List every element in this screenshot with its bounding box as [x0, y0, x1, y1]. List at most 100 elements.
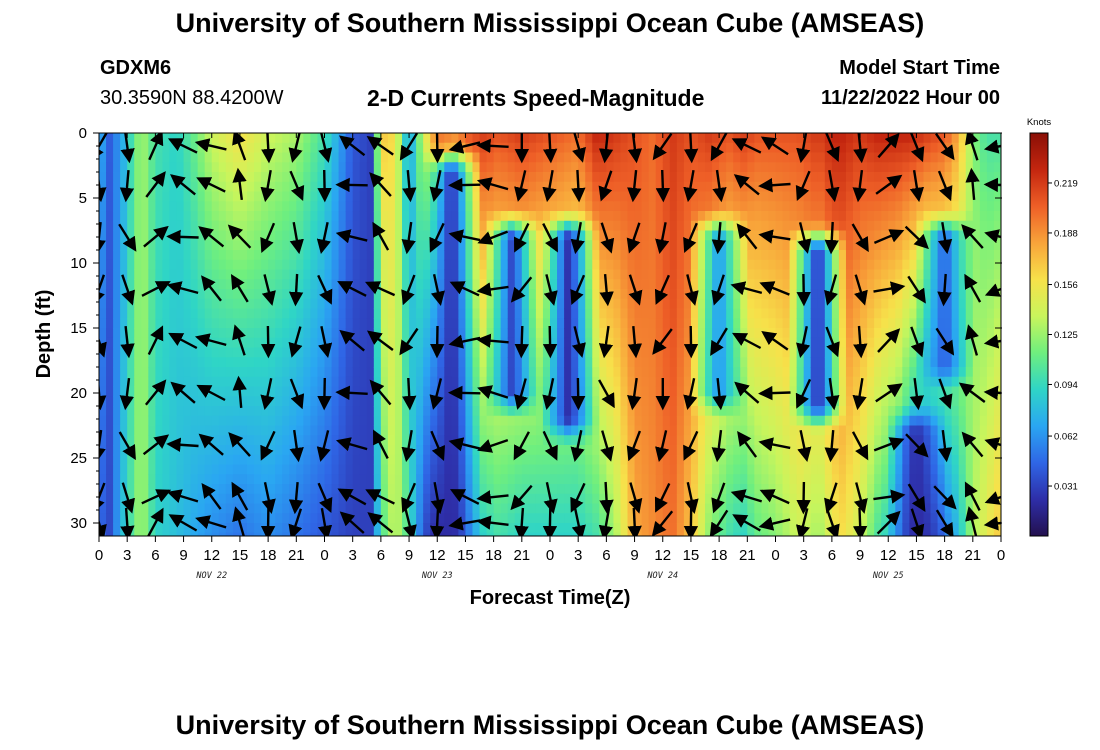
heatmap-cell: [747, 484, 755, 495]
heatmap-cell: [542, 220, 551, 232]
heatmap-cell: [719, 425, 727, 436]
heatmap-cell: [500, 240, 509, 251]
heatmap-cell: [275, 484, 283, 495]
heatmap-cell: [845, 425, 854, 436]
heatmap-cell: [430, 220, 438, 232]
heatmap-cell: [380, 259, 389, 271]
heatmap-cell: [155, 396, 164, 407]
heatmap-cell: [754, 172, 763, 183]
heatmap-cell: [338, 337, 347, 349]
heatmap-cell: [190, 298, 199, 310]
heatmap-cell: [761, 503, 770, 514]
heatmap-cell: [620, 240, 629, 251]
heatmap-cell: [690, 367, 699, 378]
heatmap-cell: [479, 318, 488, 329]
heatmap-cell: [754, 308, 763, 319]
heatmap-cell: [183, 152, 192, 163]
heatmap-cell: [444, 181, 452, 193]
heatmap-cell: [634, 250, 643, 261]
heatmap-cell: [507, 250, 516, 261]
heatmap-cell: [296, 532, 304, 536]
heatmap-cell: [733, 269, 741, 280]
heatmap-cell: [874, 367, 882, 378]
heatmap-cell: [789, 386, 798, 397]
heatmap-cell: [895, 357, 903, 368]
heatmap-cell: [99, 425, 107, 436]
heatmap-cell: [331, 523, 340, 534]
heatmap-cell: [747, 191, 755, 202]
heatmap-cell: [578, 328, 586, 339]
heatmap-cell: [838, 172, 847, 183]
heatmap-cell: [472, 259, 481, 271]
heatmap-cell: [803, 347, 812, 358]
heatmap-cell: [113, 337, 121, 349]
heatmap-cell: [655, 230, 664, 241]
heatmap-cell: [296, 298, 304, 310]
heatmap-cell: [648, 367, 657, 378]
heatmap-cell: [648, 337, 657, 349]
heatmap-cell: [261, 279, 269, 290]
heatmap-cell: [275, 415, 283, 427]
heatmap-cell: [542, 162, 551, 173]
heatmap-cell: [831, 454, 840, 466]
heatmap-cell: [275, 454, 283, 466]
heatmap-cell: [669, 484, 678, 495]
heatmap-cell: [345, 347, 354, 358]
heatmap-cell: [592, 484, 600, 495]
heatmap-cell: [676, 162, 685, 173]
heatmap-cell: [479, 191, 488, 202]
heatmap-cell: [690, 415, 699, 427]
heatmap-cell: [183, 532, 192, 536]
heatmap-cell: [761, 142, 770, 154]
heatmap-cell: [472, 493, 481, 505]
heatmap-cell: [888, 367, 896, 378]
heatmap-cell: [106, 318, 114, 329]
heatmap-cell: [507, 513, 516, 524]
heatmap-cell: [726, 347, 734, 358]
heatmap-cell: [99, 357, 107, 368]
heatmap-cell: [662, 308, 671, 319]
heatmap-cell: [719, 308, 727, 319]
heatmap-cell: [310, 415, 319, 427]
heatmap-cell: [867, 289, 875, 300]
heatmap-cell: [239, 357, 248, 368]
heatmap-cell: [902, 484, 910, 495]
heatmap-cell: [620, 523, 629, 534]
heatmap-cell: [204, 532, 213, 536]
heatmap-cell: [218, 357, 227, 368]
heatmap-cell: [881, 328, 889, 339]
heatmap-cell: [268, 396, 276, 407]
heatmap-cell: [697, 337, 706, 349]
heatmap-cell: [564, 240, 572, 251]
heatmap-cell: [768, 259, 777, 271]
heatmap-cell: [99, 201, 107, 212]
heatmap-cell: [789, 181, 798, 193]
heatmap-cell: [627, 415, 636, 427]
heatmap-cell: [895, 415, 903, 427]
heatmap-cell: [402, 386, 410, 397]
heatmap-cell: [444, 269, 452, 280]
heatmap-cell: [120, 328, 128, 339]
heatmap-cell: [500, 201, 509, 212]
heatmap-cell: [845, 259, 854, 271]
heatmap-cell: [599, 406, 607, 417]
heatmap-cell: [585, 523, 593, 534]
heatmap-cell: [923, 250, 932, 261]
heatmap-cell: [169, 142, 178, 154]
heatmap-cell: [902, 503, 910, 514]
heatmap-cell: [557, 396, 565, 407]
heatmap-cell: [571, 474, 579, 485]
heatmap-cell: [641, 523, 650, 534]
heatmap-cell: [169, 250, 178, 261]
heatmap-cell: [387, 240, 396, 251]
heatmap-cell: [909, 250, 918, 261]
heatmap-cell: [845, 493, 854, 505]
heatmap-cell: [592, 191, 600, 202]
heatmap-cell: [190, 503, 199, 514]
heatmap-cell: [310, 230, 319, 241]
heatmap-cell: [599, 328, 607, 339]
heatmap-cell: [402, 435, 410, 446]
heatmap-cell: [620, 464, 629, 475]
heatmap-cell: [352, 503, 361, 514]
heatmap-cell: [204, 298, 213, 310]
